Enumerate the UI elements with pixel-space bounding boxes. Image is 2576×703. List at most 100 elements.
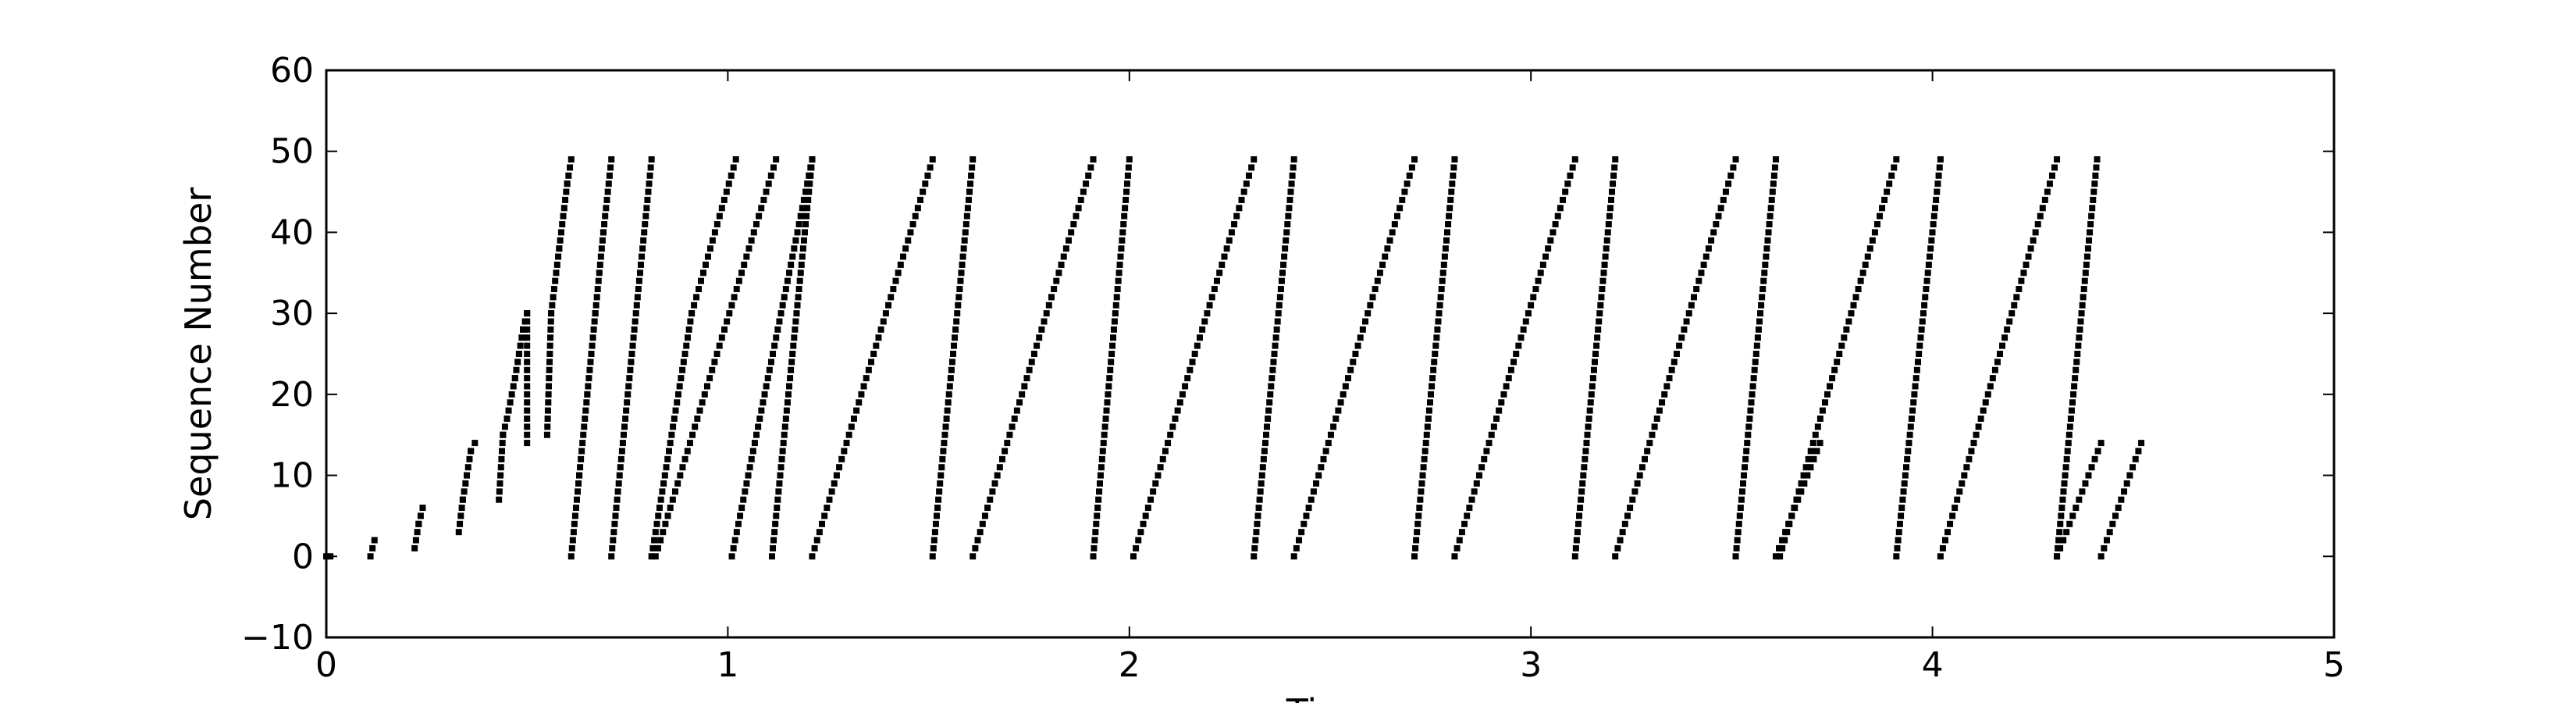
data-point bbox=[1503, 383, 1510, 390]
data-point bbox=[609, 544, 616, 551]
data-point bbox=[2063, 455, 2070, 462]
data-point bbox=[2084, 245, 2091, 252]
data-point bbox=[642, 212, 649, 219]
data-point bbox=[1700, 261, 1707, 268]
data-point bbox=[1066, 237, 1073, 244]
data-point bbox=[1670, 359, 1678, 366]
data-point bbox=[1505, 375, 1512, 382]
data-point bbox=[899, 253, 906, 260]
data-point bbox=[1734, 537, 1741, 544]
data-point bbox=[1929, 229, 1936, 236]
data-point bbox=[775, 488, 782, 495]
data-point bbox=[1996, 351, 2003, 357]
data-point bbox=[952, 334, 959, 341]
data-point bbox=[1352, 351, 1359, 357]
data-point bbox=[1115, 269, 1123, 277]
data-point bbox=[1834, 359, 1841, 366]
data-point bbox=[1009, 423, 1016, 430]
data-point bbox=[756, 212, 763, 219]
data-point bbox=[1397, 205, 1404, 212]
data-point bbox=[781, 423, 788, 430]
data-point bbox=[1708, 237, 1715, 244]
data-point bbox=[1451, 553, 1458, 560]
data-point bbox=[1034, 342, 1041, 349]
data-point bbox=[1440, 261, 1447, 268]
data-point bbox=[660, 480, 667, 487]
data-point bbox=[1886, 180, 1893, 187]
data-point bbox=[1857, 277, 1864, 284]
data-point bbox=[461, 488, 468, 495]
data-point bbox=[1582, 448, 1589, 455]
data-point bbox=[1596, 310, 1603, 317]
data-point bbox=[1921, 302, 1928, 309]
data-point bbox=[1841, 334, 1848, 341]
data-point bbox=[2018, 277, 2025, 284]
data-point bbox=[2041, 196, 2048, 203]
data-point bbox=[1425, 415, 1432, 422]
data-point bbox=[589, 342, 596, 349]
data-point bbox=[621, 423, 628, 430]
data-point bbox=[599, 237, 606, 244]
data-point bbox=[1617, 537, 1624, 544]
data-point bbox=[779, 448, 786, 455]
data-point bbox=[841, 448, 848, 455]
data-point bbox=[1934, 180, 1941, 187]
data-point bbox=[1933, 196, 1940, 203]
data-point bbox=[500, 431, 507, 438]
data-point bbox=[2057, 520, 2064, 527]
data-point bbox=[811, 544, 818, 551]
data-point bbox=[1937, 156, 1944, 163]
data-point bbox=[730, 164, 737, 171]
data-point bbox=[1930, 212, 1937, 219]
data-point bbox=[944, 407, 951, 414]
data-point bbox=[517, 342, 524, 349]
data-point bbox=[771, 342, 778, 349]
data-point bbox=[2075, 342, 2082, 349]
data-point bbox=[1741, 472, 1748, 479]
data-point bbox=[1416, 505, 1423, 512]
data-point bbox=[1436, 310, 1443, 317]
data-point bbox=[1430, 366, 1437, 373]
data-point bbox=[804, 205, 811, 212]
data-point bbox=[596, 261, 603, 268]
data-point bbox=[767, 359, 774, 366]
data-point bbox=[1112, 310, 1119, 317]
data-point bbox=[958, 269, 965, 277]
data-point bbox=[414, 529, 421, 536]
data-point bbox=[735, 520, 742, 527]
data-point bbox=[1612, 156, 1619, 163]
data-point bbox=[1770, 172, 1777, 179]
data-point bbox=[676, 383, 683, 390]
data-point bbox=[927, 164, 934, 171]
data-point bbox=[2060, 537, 2067, 544]
data-point bbox=[1760, 277, 1767, 284]
data-point bbox=[713, 351, 720, 357]
data-point bbox=[674, 399, 681, 406]
data-point bbox=[953, 318, 960, 325]
data-point bbox=[1594, 334, 1601, 341]
data-point bbox=[684, 334, 691, 341]
data-point bbox=[2062, 464, 2069, 471]
data-point bbox=[1813, 448, 1820, 455]
data-point bbox=[1004, 440, 1011, 447]
data-point bbox=[1126, 156, 1133, 163]
data-point bbox=[1058, 261, 1065, 268]
data-point bbox=[792, 326, 799, 333]
data-point bbox=[770, 164, 777, 171]
data-point bbox=[2076, 334, 2083, 341]
data-point bbox=[758, 205, 765, 212]
data-point bbox=[931, 529, 938, 536]
data-point bbox=[1276, 294, 1283, 301]
data-point bbox=[1593, 342, 1600, 349]
data-point bbox=[664, 512, 671, 519]
data-point bbox=[2138, 440, 2145, 447]
data-point bbox=[902, 245, 909, 252]
data-point bbox=[1404, 180, 1411, 187]
data-point bbox=[1441, 253, 1448, 260]
data-point bbox=[1678, 334, 1685, 341]
data-point bbox=[748, 455, 755, 462]
data-point bbox=[1759, 286, 1767, 293]
data-point bbox=[802, 221, 809, 228]
data-point bbox=[2093, 164, 2100, 171]
data-point bbox=[1859, 269, 1866, 277]
